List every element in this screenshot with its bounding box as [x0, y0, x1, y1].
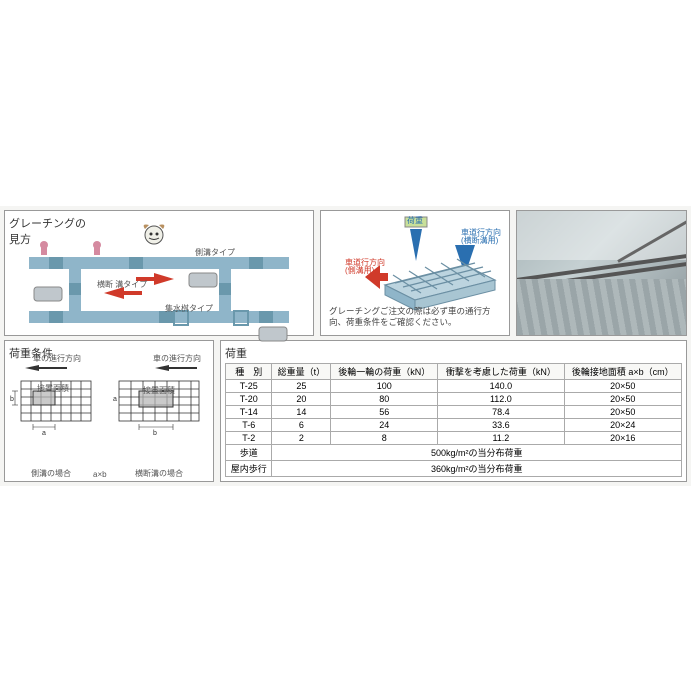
load-table-panel: 荷重 種 別 総重量（t） 後輪一輪の荷重（kN） 衝撃を考慮した荷重（kN） …: [220, 340, 687, 482]
table-row: T-14145678.420×50: [226, 405, 682, 418]
box2-label: 接置面積: [143, 385, 175, 396]
th-1: 総重量（t）: [272, 363, 331, 379]
overview-panel: グレーチングの 見方: [4, 210, 314, 336]
mid-left-note: 車道行方向 (側溝用): [345, 259, 385, 277]
load-conditions-panel: 荷重条件: [4, 340, 214, 482]
bottom-row: 荷重条件: [0, 340, 691, 486]
content-band: グレーチングの 見方: [0, 206, 691, 486]
arrow-label-1: 車の進行方向: [33, 353, 81, 364]
table-row: T-22811.220×16: [226, 431, 682, 444]
label-cross: 横断 溝タイプ: [97, 279, 147, 290]
th-0: 種 別: [226, 363, 272, 379]
mid-right-note: 車道行方向 (横断溝用): [461, 229, 501, 247]
table-header-row: 種 別 総重量（t） 後輪一輪の荷重（kN） 衝撃を考慮した荷重（kN） 後輪接…: [226, 363, 682, 379]
table-span-row: 歩道 500kg/m²の当分布荷重: [226, 444, 682, 460]
svg-text:b: b: [153, 430, 157, 437]
footer2: 横断溝の場合: [135, 468, 183, 479]
load-direction-panel: 荷重 車道行方向 (横断溝用) 車道行方向 (側溝用) グレーチングご注文の際は…: [320, 210, 510, 336]
th-4: 後輪接地面積 a×b（cm）: [564, 363, 681, 379]
table-body: T-2525100140.020×50 T-202080112.020×50 T…: [226, 379, 682, 476]
th-2: 後輪一輪の荷重（kN）: [331, 363, 438, 379]
table-row: T-662433.620×24: [226, 418, 682, 431]
svg-text:b: b: [10, 396, 14, 403]
top-row: グレーチングの 見方: [0, 206, 691, 340]
table-row: T-2525100140.020×50: [226, 379, 682, 392]
mid-note: グレーチングご注文の際は必ず車の通行方向、荷重条件をご確認ください。: [329, 306, 501, 328]
svg-text:a: a: [42, 430, 46, 437]
footer-mid: a×b: [93, 470, 107, 479]
table-span-row: 屋内歩行 360kg/m²の当分布荷重: [226, 460, 682, 476]
arrow-label-2: 車の進行方向: [153, 353, 201, 364]
label-sump: 集水桝タイプ: [165, 303, 213, 314]
label-side: 側溝タイプ: [195, 247, 235, 258]
load-conditions-diagram: a b b a: [9, 361, 209, 449]
table-row: T-202080112.020×50: [226, 392, 682, 405]
load-table: 種 別 総重量（t） 後輪一輪の荷重（kN） 衝撃を考慮した荷重（kN） 後輪接…: [225, 363, 682, 477]
photo-panel: [516, 210, 687, 336]
photo-pavement: [517, 279, 686, 335]
box1-label: 接置面積: [37, 383, 69, 394]
mid-top-label: 荷重: [407, 215, 423, 226]
load-table-title: 荷重: [225, 345, 682, 361]
svg-text:a: a: [113, 396, 117, 403]
footer1: 側溝の場合: [31, 468, 71, 479]
th-3: 衝撃を考慮した荷重（kN）: [438, 363, 564, 379]
overview-diagram: [9, 215, 309, 345]
